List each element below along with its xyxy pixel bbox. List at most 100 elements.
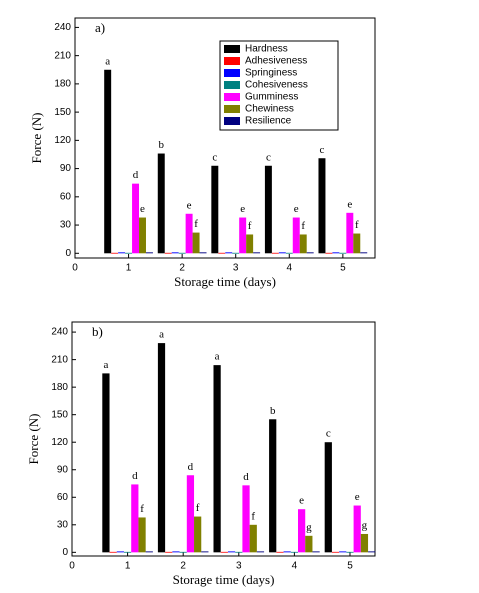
significance-letter: b [270,405,276,417]
bar [185,213,193,254]
bar [299,234,307,254]
bar [102,373,110,553]
significance-letter: a [215,351,220,363]
legend-label: Cohesiveness [245,80,308,91]
legend-label: Resilience [245,116,292,127]
bar [125,252,133,254]
bar [186,475,195,553]
significance-letter: f [194,218,198,230]
x-axis-title: Storage time (days) [174,274,276,289]
bar [290,551,298,553]
legend-swatch [224,69,240,77]
significance-letter: g [306,521,312,533]
bar [111,252,119,254]
significance-letter: f [301,220,305,232]
y-tick-label: 90 [57,464,69,475]
bar [285,252,293,254]
bar [278,252,286,254]
significance-letter: f [248,220,252,232]
bar [332,252,340,254]
significance-letter: d [132,470,138,482]
y-tick-label: 150 [51,409,68,420]
bar [218,252,226,254]
bar [269,419,277,553]
x-tick-label: 1 [125,561,131,572]
x-tick-label: 0 [69,561,75,572]
plot-frame [74,17,376,259]
bar [227,551,236,553]
bar [165,551,173,553]
x-tick-label: 3 [233,263,239,274]
legend-swatch [224,93,240,101]
bar [353,505,361,553]
legend-label: Hardness [245,44,288,55]
y-tick-label: 240 [51,327,68,338]
bar [172,551,180,553]
bar [297,509,306,553]
bar [178,252,186,254]
x-tick-label: 5 [347,561,353,572]
significance-letter: f [251,510,255,522]
bar [242,485,250,553]
bar [118,252,126,254]
y-tick-label: 210 [54,50,71,61]
bar [139,217,146,254]
bar [276,551,284,553]
bar [201,551,209,553]
x-tick-label: 2 [179,263,185,274]
panel-label: a) [95,20,105,35]
bar [194,516,202,553]
x-tick-label: 3 [236,561,242,572]
significance-letter: a [105,55,110,67]
significance-letter: c [212,151,217,163]
plot-frame [71,321,376,557]
bar [292,217,300,254]
bar [109,551,117,553]
legend-label: Gumminess [245,92,298,103]
y-tick-label: 90 [60,163,72,174]
bar [232,252,240,254]
significance-letter: e [347,198,352,210]
significance-letter: d [188,461,194,473]
significance-letter: c [266,151,271,163]
significance-letter: f [355,219,359,231]
significance-letter: e [240,203,245,215]
y-tick-label: 0 [62,547,68,558]
bar [123,551,132,553]
legend-swatch [224,57,240,65]
bar [306,252,314,254]
bar [256,551,265,553]
bar [199,252,207,254]
bar [104,69,112,254]
bar [339,551,347,553]
bar [171,252,179,254]
significance-letter: b [159,139,165,151]
y-tick-label: 30 [57,519,69,530]
bar [157,153,165,254]
bar [318,158,326,254]
bar [211,165,219,254]
significance-letter: g [362,520,368,532]
x-tick-label: 4 [287,263,293,274]
x-tick-label: 4 [292,561,298,572]
bar [157,343,166,553]
y-tick-label: 120 [51,437,68,448]
bar [271,252,279,254]
bar [179,551,187,553]
significance-letter: d [243,471,249,483]
significance-letter: f [140,503,144,515]
legend-swatch [224,45,240,53]
bar [312,551,320,553]
bar [249,524,257,553]
bar [346,551,354,553]
bar [164,252,172,254]
bar [283,551,291,553]
bar [145,551,153,553]
y-tick-label: 120 [54,135,71,146]
legend-label: Springiness [245,68,297,79]
significance-letter: e [299,495,304,507]
bar [138,517,146,553]
legend-label: Adhesiveness [245,56,307,67]
bar [239,217,247,254]
